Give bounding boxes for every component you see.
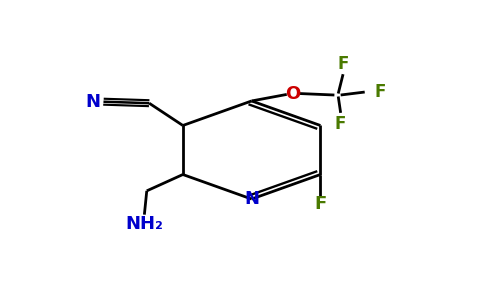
- Text: F: F: [375, 83, 386, 101]
- Text: F: F: [335, 115, 347, 133]
- Text: O: O: [285, 85, 300, 103]
- Text: N: N: [85, 93, 100, 111]
- Text: N: N: [244, 190, 259, 208]
- Text: F: F: [337, 55, 349, 73]
- Text: NH₂: NH₂: [125, 214, 163, 232]
- Text: F: F: [314, 195, 327, 213]
